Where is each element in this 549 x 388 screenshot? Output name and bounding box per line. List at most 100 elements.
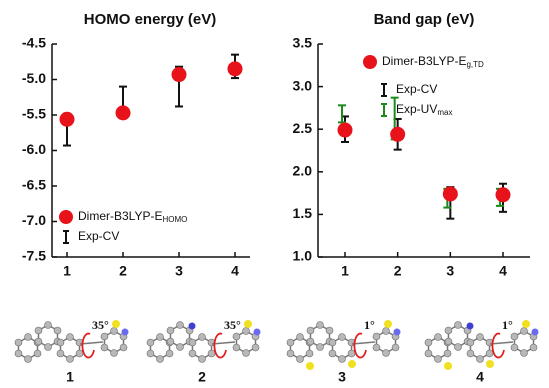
legend-name: Exp-CV xyxy=(78,229,119,243)
y-tick-label: -6.5 xyxy=(22,177,46,193)
atom xyxy=(233,333,240,340)
legend-name: Dimer-B3LYP-E xyxy=(382,54,466,68)
atom xyxy=(373,344,380,351)
chart-title: HOMO energy (eV) xyxy=(84,11,217,28)
atom xyxy=(177,344,184,351)
atom xyxy=(511,344,518,351)
legend-name: Exp-UV xyxy=(396,102,437,116)
data-point xyxy=(390,127,405,142)
rotation-arrow xyxy=(354,334,366,358)
atom xyxy=(326,327,333,334)
atom xyxy=(243,350,250,357)
atom xyxy=(243,328,250,335)
atom xyxy=(348,350,355,357)
atom xyxy=(157,356,164,363)
atom xyxy=(34,350,41,357)
y-tick-label: -4.5 xyxy=(22,35,46,51)
atom xyxy=(477,356,484,363)
atom xyxy=(67,334,74,341)
atom-s xyxy=(112,320,120,328)
atom xyxy=(76,350,83,357)
atom xyxy=(425,350,432,357)
atom xyxy=(111,350,118,357)
atom xyxy=(467,339,474,346)
atom xyxy=(477,334,484,341)
y-tick-label: 1.5 xyxy=(293,205,313,221)
atom-s xyxy=(306,362,314,370)
molecule xyxy=(15,320,129,363)
atom xyxy=(199,334,206,341)
atom-s xyxy=(444,362,452,370)
x-tick-label: 1 xyxy=(63,263,71,279)
atom-n xyxy=(394,329,401,336)
atom xyxy=(392,344,399,351)
atom xyxy=(521,350,528,357)
atom xyxy=(287,350,294,357)
x-tick-label: 1 xyxy=(341,263,349,279)
atom-s xyxy=(244,320,252,328)
atom-n xyxy=(189,323,196,330)
atom xyxy=(287,339,294,346)
y-tick-label: -5.0 xyxy=(22,70,46,86)
y-tick-label: 3.5 xyxy=(293,35,313,51)
y-tick-label: 2.0 xyxy=(293,163,313,179)
atom xyxy=(383,328,390,335)
atom xyxy=(339,356,346,363)
atom-s xyxy=(384,320,392,328)
y-tick-label: 3.0 xyxy=(293,77,313,93)
legend-marker xyxy=(63,231,69,243)
legend-marker xyxy=(59,210,73,224)
y-tick-label: -7.5 xyxy=(22,248,46,264)
rotation-arrow xyxy=(82,334,94,358)
data-point xyxy=(116,105,131,120)
atom xyxy=(297,356,304,363)
legend-name: Exp-CV xyxy=(396,82,437,96)
legend-subscript: g,TD xyxy=(466,60,484,69)
atom xyxy=(445,327,452,334)
atom xyxy=(297,334,304,341)
molecule xyxy=(425,320,539,370)
atom xyxy=(233,344,240,351)
atom-n xyxy=(254,329,261,336)
atom xyxy=(177,322,184,329)
atom xyxy=(25,356,32,363)
atom xyxy=(15,339,22,346)
legend-subscript: max xyxy=(437,108,452,117)
molecule-label: 1 xyxy=(66,369,74,385)
atom xyxy=(167,338,174,345)
x-tick-label: 2 xyxy=(394,263,402,279)
legend-label: Dimer-B3LYP-Eg,TD xyxy=(382,54,484,69)
legend-marker xyxy=(381,84,387,96)
atom-s xyxy=(522,320,530,328)
atom xyxy=(435,334,442,341)
torsion-angle: 35° xyxy=(224,318,241,332)
y-tick-label: -5.5 xyxy=(22,106,46,122)
chart-title: Band gap (eV) xyxy=(374,11,475,28)
atom xyxy=(147,350,154,357)
atom-n xyxy=(467,323,474,330)
atom xyxy=(35,338,42,345)
atom xyxy=(166,350,173,357)
atom xyxy=(120,344,127,351)
x-tick-label: 3 xyxy=(446,263,454,279)
legend-label: Exp-UVmax xyxy=(396,102,452,117)
atom-n xyxy=(122,329,129,336)
atom xyxy=(189,339,196,346)
atom xyxy=(208,350,215,357)
atom xyxy=(307,338,314,345)
atom xyxy=(307,327,314,334)
atom xyxy=(57,350,64,357)
data-point xyxy=(172,67,187,82)
figure: HOMO energy (eV)-4.5-5.0-5.5-6.0-6.5-7.0… xyxy=(0,0,549,388)
atom xyxy=(317,322,324,329)
rotation-arrow xyxy=(214,334,226,358)
atom xyxy=(435,356,442,363)
atom xyxy=(189,350,196,357)
atom xyxy=(101,333,108,340)
atom xyxy=(306,350,313,357)
torsion-angle: 1° xyxy=(364,318,375,332)
legend-label: Dimer-B3LYP-EHOMO xyxy=(78,209,187,224)
atom xyxy=(467,350,474,357)
y-tick-label: 2.5 xyxy=(293,120,313,136)
atom xyxy=(511,333,518,340)
